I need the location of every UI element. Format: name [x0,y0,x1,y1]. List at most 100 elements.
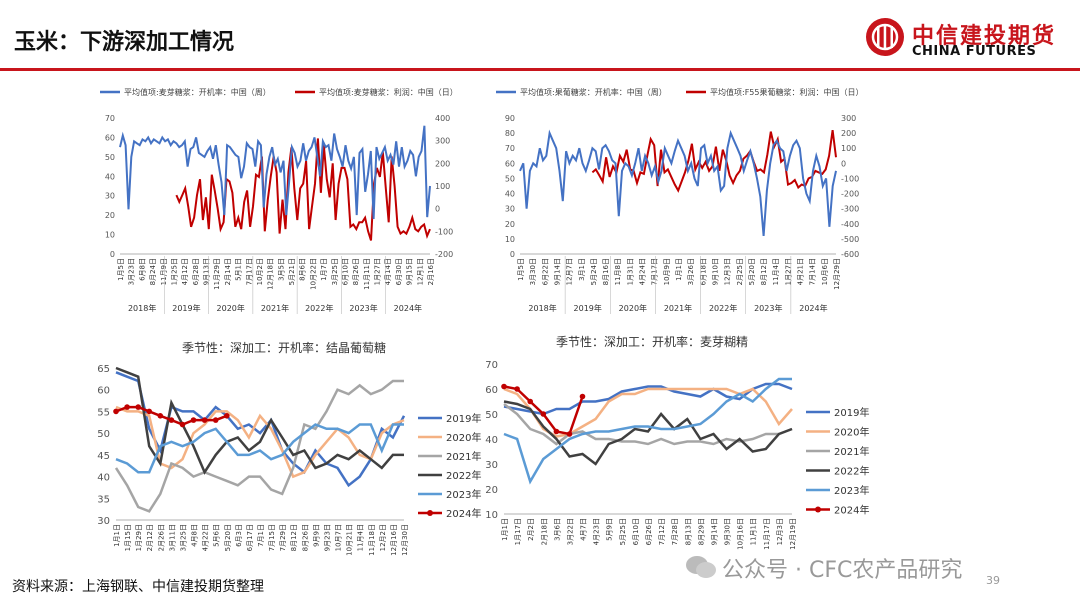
left-tick-label: 30 [105,192,115,201]
series-point [553,428,560,435]
series-point [179,421,186,428]
x-tick-label: 11月18日 [368,524,376,556]
x-tick-label: 1月31日 [626,258,634,285]
x-tick-label: 12月7日 [566,258,574,285]
series-point [146,408,152,415]
series-point [579,393,586,400]
x-tick-label: 11月29日 [213,258,221,290]
series-point [135,404,141,410]
series-line [115,405,405,479]
x-tick-label: 1月25日 [170,258,178,285]
x-tick-label: 6月10日 [632,518,640,545]
x-tick-label: 7月14日 [809,258,817,285]
x-tick-label: 4月8日 [191,524,199,547]
page-title: 玉米：下游深加工情况 [14,30,235,55]
x-tick-label: 9月23日 [323,524,331,551]
series-point [212,417,219,423]
year-label: 2020年 [217,303,245,313]
x-tick-label: 11月4日 [357,524,365,551]
x-tick-label: 5月21日 [288,258,296,285]
left-tick-label: 40 [505,190,515,199]
series-line-profit [175,138,431,241]
x-tick-label: 3月23日 [128,258,136,285]
x-tick-label: 1月5日 [517,258,525,281]
x-tick-label: 4月14日 [384,258,392,285]
x-tick-label: 6月3日 [235,524,243,547]
y-tick-label: 60 [97,386,110,397]
x-tick-label: 5月1日 [235,258,243,281]
x-tick-label: 9月30日 [724,518,732,545]
header-rule [0,68,1080,71]
x-tick-label: 10月6日 [821,258,829,285]
left-tick-label: 60 [505,159,515,168]
y-tick-label: 30 [97,516,110,527]
legend-label-util: 平均值项:麦芽糖浆：开机率：中国（周） [124,87,271,97]
source-note: 资料来源：上海钢联、中信建投期货整理 [12,579,264,595]
x-tick-label: 8月26日 [352,258,360,285]
page-number: 39 [986,574,1000,587]
left-tick-label: 30 [505,205,515,214]
x-tick-label: 12月30日 [401,524,409,556]
x-tick-label: 6月18日 [699,258,707,285]
right-tick-label: -100 [841,174,859,183]
x-tick-label: 2月12日 [146,524,154,551]
legend-label: 2022年 [446,469,481,482]
y-tick-label: 70 [485,360,498,371]
x-tick-label: 12月3日 [776,518,784,545]
left-tick-label: 50 [505,174,515,183]
series-line-utilization [119,125,431,220]
legend-label: 2021年 [446,450,481,463]
x-tick-label: 4月23日 [593,518,601,545]
right-tick-label: -300 [841,205,859,214]
x-tick-label: 5月20日 [224,524,232,551]
right-tick-label: 300 [841,114,856,123]
wechat-icon [686,556,716,578]
legend-label-profit: 平均值项:F55果葡糖浆：利润：中国（日） [710,87,860,97]
x-tick-label: 7月12日 [658,518,666,545]
chart-title: 季节性：深加工：开机率：麦芽糊精 [556,334,748,349]
x-tick-label: 9月14日 [553,258,561,285]
series-point [113,408,119,415]
legend-label: 2023年 [446,488,481,501]
left-tick-label: 50 [105,153,115,162]
x-tick-label: 5月20日 [748,258,756,285]
x-tick-label: 8月26日 [301,524,309,551]
x-tick-label: 6月30日 [395,258,403,285]
legend-label-util: 平均值项:果葡糖浆：开机率：中国（周） [520,87,667,97]
x-tick-label: 12月18日 [267,258,275,290]
right-tick-label: 0 [435,205,440,214]
year-label: 2021年 [261,303,289,313]
x-tick-label: 2月18日 [540,518,548,545]
y-tick-label: 20 [485,485,498,496]
year-label: 2018年 [128,303,156,313]
series-line [115,423,404,474]
left-tick-label: 10 [505,235,515,244]
left-tick-label: 60 [105,133,115,142]
legend-label: 2024年 [834,504,869,517]
x-tick-label: 6月10日 [341,258,349,285]
x-tick-label: 2月26日 [157,524,165,551]
x-tick-label: 6月26日 [645,518,653,545]
year-label: 2021年 [664,303,692,313]
left-tick-label: 80 [505,129,515,138]
legend-label: 2019年 [834,406,869,419]
year-label: 2020年 [619,303,647,313]
x-tick-label: 6月28日 [192,258,200,285]
x-tick-label: 7月29日 [279,524,287,551]
right-tick-label: 400 [435,114,450,123]
series-point [201,417,208,423]
right-tick-label: -400 [841,220,859,229]
right-tick-label: 100 [435,182,450,191]
series-line [114,379,404,513]
y-tick-label: 35 [97,494,110,505]
logo-text-en: CHINA FUTURES [912,44,1037,59]
y-tick-label: 60 [485,385,498,396]
series-point [157,413,164,419]
x-tick-label: 7月17日 [245,258,253,285]
series-point [514,386,520,392]
x-tick-label: 10月7日 [335,524,343,551]
x-tick-label: 8月29日 [697,518,705,545]
left-tick-label: 20 [505,220,515,229]
series-point [124,404,130,410]
